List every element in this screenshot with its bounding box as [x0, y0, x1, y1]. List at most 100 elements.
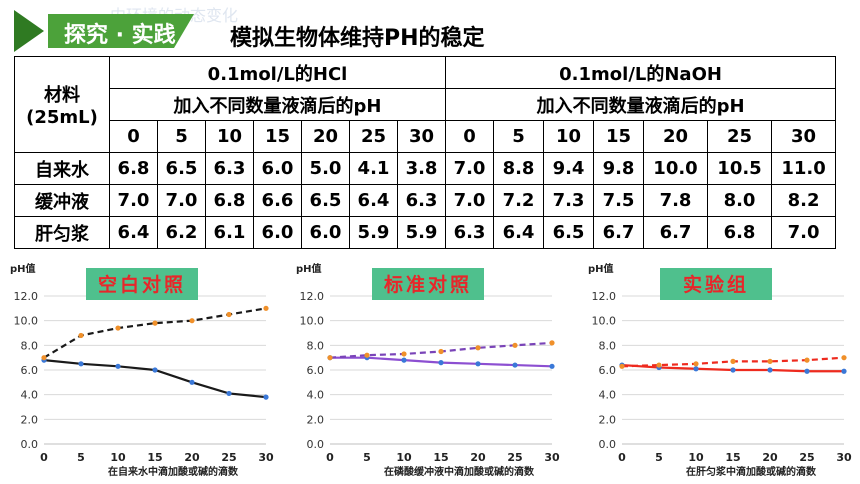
data-point [78, 361, 84, 367]
x-tick-label: 20 [762, 451, 778, 464]
drops-cell: 20 [643, 120, 709, 153]
y-tick-label: 0.0 [599, 438, 617, 451]
data-point [115, 363, 121, 369]
value-cell: 9.8 [593, 152, 645, 185]
chart-blank-control: pH值 0.0 2.0 4.0 6.0 8.0 10.0 12.0 0 5 10 15 20 25 30 在自… [4, 258, 276, 480]
data-point [115, 325, 121, 331]
drops-cell: 25 [349, 120, 398, 153]
x-tick-label: 30 [544, 451, 560, 464]
value-cell: 5.9 [349, 216, 398, 249]
data-point [730, 358, 736, 364]
value-cell: 6.0 [253, 152, 302, 185]
drops-row: 0 5 10 15 20 25 30 0 5 10 15 20 25 30 [15, 120, 837, 153]
x-tick-label: 15 [433, 451, 448, 464]
data-point [364, 352, 370, 358]
data-point [693, 361, 699, 367]
chart-standard-control: pH值 0.0 2.0 4.0 6.0 8.0 10.0 12.0 0 5 10 15 20 25 30 在磷… [290, 258, 562, 480]
chart-svg: pH值 0.0 2.0 4.0 6.0 8.0 10.0 12.0 0 5 10 15 20 25 30 在磷… [296, 262, 560, 478]
value-cell: 4.1 [349, 152, 398, 185]
x-tick-label: 0 [618, 451, 626, 464]
value-cell: 6.5 [157, 152, 206, 185]
hcl-subheader: 加入不同数量液滴后的pH [108, 88, 447, 121]
value-cell: 6.1 [205, 216, 254, 249]
y-tick-label: 10.0 [592, 315, 617, 328]
y-axis-label: pH值 [588, 262, 614, 275]
y-axis-label: pH值 [296, 262, 322, 275]
y-tick-label: 4.0 [21, 389, 39, 402]
data-point [78, 332, 84, 339]
data-point [619, 363, 625, 369]
drops-cell: 30 [396, 120, 447, 153]
y-tick-label: 8.0 [21, 339, 39, 352]
x-axis-label: 在磷酸缓冲液中滴加酸或碱的滴数 [384, 465, 535, 478]
data-point [226, 311, 232, 318]
data-point [438, 360, 444, 366]
value-cell: 6.8 [707, 216, 773, 249]
y-tick-label: 4.0 [307, 389, 325, 402]
drops-cell: 5 [493, 120, 545, 153]
value-cell: 11.0 [771, 152, 837, 185]
value-cell: 5.0 [301, 152, 350, 185]
data-point [841, 368, 847, 374]
y-tick-label: 10.0 [14, 315, 39, 328]
y-tick-label: 4.0 [599, 389, 617, 402]
chart-title: 标准对照 [384, 273, 472, 296]
data-point [189, 318, 195, 324]
value-cell: 7.8 [643, 184, 709, 217]
value-cell: 7.3 [543, 184, 595, 217]
table-row: 肝匀浆 6.4 6.2 6.1 6.0 6.0 5.9 5.9 6.3 6.4 … [14, 216, 837, 249]
table-row: 缓冲液 7.0 7.0 6.8 6.6 6.5 6.4 6.3 7.0 7.2 … [14, 184, 837, 217]
data-point [512, 342, 518, 348]
chart-title-box [86, 268, 198, 300]
chart-title-box [372, 268, 484, 300]
data-point [189, 379, 195, 385]
value-cell: 10.0 [643, 152, 709, 185]
chart-experimental-group: pH值 0.0 2.0 4.0 6.0 8.0 10.0 12.0 0 5 10 15 20 25 30 在肝… [582, 258, 854, 480]
drops-cell: 0 [109, 120, 158, 153]
drops-cell: 15 [593, 120, 645, 153]
value-cell: 5.9 [396, 216, 447, 249]
y-tick-label: 2.0 [599, 413, 617, 426]
value-cell: 6.3 [445, 216, 495, 249]
value-cell: 6.7 [643, 216, 709, 249]
table-subheader-row: 加入不同数量液滴后的pH 加入不同数量液滴后的pH [15, 88, 837, 121]
table-header-row: 材料 (25mL) 0.1mol/L的HCl 0.1mol/L的NaOH [14, 56, 837, 153]
value-cell: 6.8 [109, 152, 158, 185]
x-tick-label: 25 [221, 451, 236, 464]
value-cell: 6.2 [157, 216, 206, 249]
x-tick-label: 25 [507, 451, 522, 464]
data-point [438, 348, 444, 355]
y-tick-label: 6.0 [307, 364, 325, 377]
material-volume-label: (25mL) [26, 107, 98, 128]
table-row: 自来水 6.8 6.5 6.3 6.0 5.0 4.1 3.8 7.0 8.8 … [14, 152, 837, 185]
x-axis-label: 在自来水中滴加酸或碱的滴数 [108, 465, 239, 478]
data-point [804, 357, 810, 363]
value-cell: 6.5 [301, 184, 350, 217]
data-point [226, 390, 232, 397]
y-tick-label: 6.0 [599, 364, 617, 377]
x-tick-label: 10 [688, 451, 704, 464]
drops-cell: 10 [205, 120, 254, 153]
y-tick-label: 6.0 [21, 364, 39, 377]
naoh-header: 0.1mol/L的NaOH [445, 56, 837, 89]
drops-cell: 5 [157, 120, 206, 153]
y-tick-label: 8.0 [307, 339, 325, 352]
x-tick-label: 10 [396, 451, 412, 464]
material-label: 材料 [44, 85, 80, 106]
data-point [693, 366, 699, 372]
value-cell: 7.0 [157, 184, 206, 217]
drops-cell: 25 [707, 120, 773, 153]
value-cell: 8.8 [493, 152, 545, 185]
value-cell: 8.2 [771, 184, 837, 217]
drops-cell: 10 [543, 120, 595, 153]
value-cell: 6.5 [543, 216, 595, 249]
value-cell: 8.0 [707, 184, 773, 217]
value-cell: 7.2 [493, 184, 545, 217]
material-header-cell: 材料 (25mL) [14, 56, 110, 153]
data-point [512, 362, 518, 368]
section-tag-banner [14, 10, 194, 52]
data-point [327, 355, 333, 361]
x-tick-label: 0 [40, 451, 48, 464]
row-label: 自来水 [14, 152, 110, 185]
data-point [549, 363, 555, 369]
